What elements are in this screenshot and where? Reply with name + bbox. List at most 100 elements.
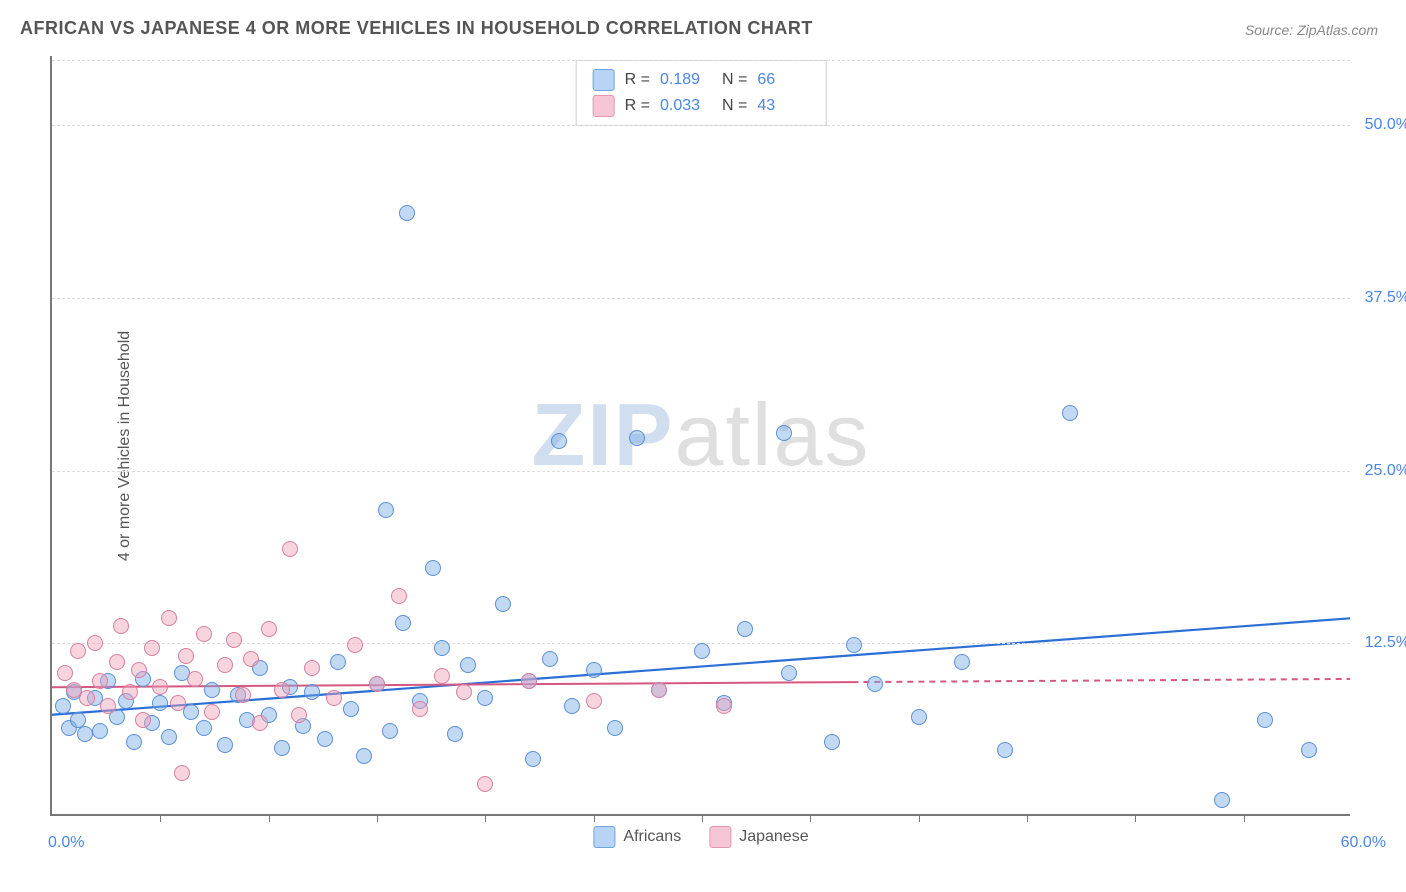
africans-marker	[217, 737, 233, 753]
x-max-label: 60.0%	[1341, 834, 1386, 852]
japanese-marker	[326, 690, 342, 706]
japanese-marker	[456, 684, 472, 700]
africans-marker	[1257, 712, 1273, 728]
africans-marker	[55, 698, 71, 714]
africans-marker	[867, 676, 883, 692]
legend-row-japanese: R = 0.033 N = 43	[593, 93, 810, 119]
africans-marker	[781, 665, 797, 681]
legend-r-val: 0.033	[660, 97, 712, 115]
legend-r-key: R =	[625, 97, 650, 115]
japanese-marker	[274, 682, 290, 698]
africans-marker	[1301, 742, 1317, 758]
japanese-marker	[161, 610, 177, 626]
japanese-marker	[122, 684, 138, 700]
series-legend: Africans Japanese	[593, 826, 808, 848]
africans-marker	[196, 720, 212, 736]
japanese-marker	[204, 704, 220, 720]
x-tick	[269, 814, 270, 822]
y-tick-label: 25.0%	[1365, 462, 1406, 480]
correlation-legend: R =0.189N =66R =0.033N =43	[576, 60, 827, 126]
y-tick-label: 50.0%	[1365, 116, 1406, 134]
japanese-marker	[144, 640, 160, 656]
japanese-marker	[113, 618, 129, 634]
africans-marker	[694, 643, 710, 659]
x-tick	[1027, 814, 1028, 822]
japanese-marker	[87, 635, 103, 651]
japanese-marker	[57, 665, 73, 681]
africans-marker	[776, 425, 792, 441]
africans-marker	[447, 726, 463, 742]
japanese-marker	[187, 671, 203, 687]
japanese-marker	[412, 701, 428, 717]
africans-marker	[434, 640, 450, 656]
africans-marker	[330, 654, 346, 670]
japanese-marker	[152, 679, 168, 695]
africans-marker	[629, 430, 645, 446]
africans-marker	[846, 637, 862, 653]
japanese-marker	[170, 695, 186, 711]
africans-marker	[495, 596, 511, 612]
legend-n-val: 43	[757, 97, 809, 115]
africans-marker	[997, 742, 1013, 758]
japanese-marker	[651, 682, 667, 698]
africans-marker	[425, 560, 441, 576]
japanese-marker	[291, 707, 307, 723]
series-legend-label: Japanese	[739, 828, 808, 846]
japanese-marker	[217, 657, 233, 673]
africans-marker	[274, 740, 290, 756]
africans-marker	[911, 709, 927, 725]
series-legend-label: Africans	[623, 828, 681, 846]
africans-marker	[477, 690, 493, 706]
japanese-marker	[252, 715, 268, 731]
x-tick	[1135, 814, 1136, 822]
africans-marker	[824, 734, 840, 750]
africans-marker	[343, 701, 359, 717]
japanese-marker	[109, 654, 125, 670]
japanese-marker	[92, 673, 108, 689]
japanese-marker	[391, 588, 407, 604]
africans-marker	[317, 731, 333, 747]
x-tick	[594, 814, 595, 822]
japanese-marker	[100, 698, 116, 714]
x-tick	[702, 814, 703, 822]
africans-marker	[1214, 792, 1230, 808]
legend-n-key: N =	[722, 71, 747, 89]
x-tick	[1244, 814, 1245, 822]
japanese-trend-line	[52, 682, 852, 687]
japanese-marker	[243, 651, 259, 667]
x-tick	[160, 814, 161, 822]
gridline	[52, 125, 1350, 126]
africans-marker	[304, 684, 320, 700]
gridline	[52, 298, 1350, 299]
japanese-marker	[178, 648, 194, 664]
japanese-marker	[235, 687, 251, 703]
series-legend-item-japanese: Japanese	[709, 826, 808, 848]
africans-marker	[399, 205, 415, 221]
japanese-marker	[135, 712, 151, 728]
japanese-marker	[226, 632, 242, 648]
japanese-marker	[70, 643, 86, 659]
x-min-label: 0.0%	[48, 834, 84, 852]
japanese-marker	[131, 662, 147, 678]
gridline	[52, 471, 1350, 472]
legend-r-val: 0.189	[660, 71, 712, 89]
japanese-marker	[304, 660, 320, 676]
africans-swatch	[593, 826, 615, 848]
legend-row-africans: R =0.189N =66	[593, 67, 810, 93]
japanese-marker	[477, 776, 493, 792]
africans-marker	[395, 615, 411, 631]
watermark-atlas: atlas	[675, 385, 871, 484]
japanese-marker	[347, 637, 363, 653]
japanese-marker	[174, 765, 190, 781]
series-legend-item-africans: Africans	[593, 826, 681, 848]
japanese-marker	[521, 673, 537, 689]
japanese-marker	[369, 676, 385, 692]
x-tick	[810, 814, 811, 822]
x-tick	[485, 814, 486, 822]
africans-marker	[954, 654, 970, 670]
legend-r-key: R =	[625, 71, 650, 89]
japanese-marker	[79, 690, 95, 706]
legend-n-key: N =	[722, 97, 747, 115]
y-tick-label: 12.5%	[1365, 634, 1406, 652]
plot-area: ZIPatlas R =0.189N =66R =0.033N =43 Afri…	[50, 56, 1350, 816]
